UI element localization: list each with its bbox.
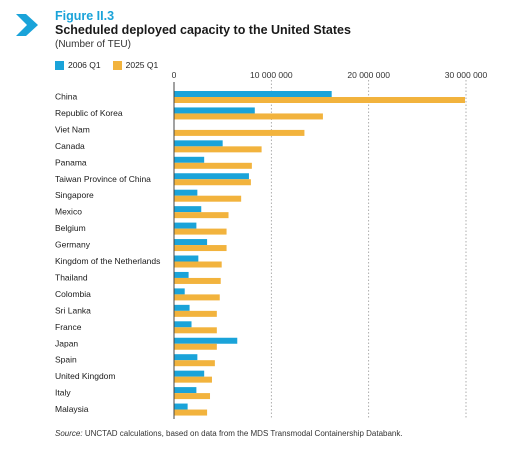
x-tick-label: 20 000 000 [347,70,390,80]
x-tick-label: 0 [172,70,177,80]
bar [174,321,192,328]
source-label: Source: [55,429,83,438]
bar [174,294,220,301]
chart-subtitle: (Number of TEU) [55,39,131,50]
x-tick-label: 10 000 000 [250,70,293,80]
bar [174,343,217,350]
category-label: Japan [55,338,78,348]
bar [174,212,229,219]
bar [174,129,305,136]
bar [174,304,190,311]
category-label: Italy [55,388,71,398]
bar [174,370,205,377]
category-label: Canada [55,141,85,151]
bar [174,387,197,394]
category-label: China [55,92,77,102]
legend-swatch-2025 [112,60,122,70]
bar [174,255,199,262]
chart-title: Scheduled deployed capacity to the Unite… [55,23,351,37]
bar [174,288,185,295]
bar [174,393,211,400]
category-label: Sri Lanka [55,305,91,315]
category-label: Panama [55,157,87,167]
bar [174,245,227,252]
legend-item-2025: 2025 Q1 [112,60,159,70]
bar [174,146,262,153]
bar [174,156,205,163]
category-label: Spain [55,355,77,365]
bar [174,376,212,383]
bar [174,271,189,278]
category-label: United Kingdom [55,371,115,381]
bar [174,222,197,229]
bar [174,179,251,186]
bar [174,261,222,268]
bar [174,354,198,361]
bar [174,140,223,147]
category-label: Kingdom of the Netherlands [55,256,160,266]
bar [174,189,198,196]
source-note: Source: UNCTAD calculations, based on da… [55,429,403,438]
legend-swatch-2006 [55,60,64,70]
x-tick-label: 30 000 000 [445,70,488,80]
category-label: Singapore [55,190,94,200]
legend-label-2006: 2006 Q1 [68,60,101,70]
legend-item-2006: 2006 Q1 [55,60,101,70]
chevron-icon [16,14,38,36]
bar [174,360,215,367]
category-label: Belgium [55,223,86,233]
category-label: Germany [55,240,91,250]
category-label: Malaysia [55,404,89,414]
legend: 2006 Q1 2025 Q1 [55,60,170,70]
category-label: France [55,322,82,332]
bar [174,113,323,120]
bar [174,310,217,317]
source-text: UNCTAD calculations, based on data from … [84,429,403,438]
bar [174,403,188,410]
bar [174,91,332,97]
category-label: Mexico [55,207,82,217]
category-label: Thailand [55,272,88,282]
bar [174,228,227,235]
bar [174,173,249,180]
category-label: Viet Nam [55,124,90,134]
category-label: Colombia [55,289,91,299]
bar [174,337,238,344]
bar [174,239,208,246]
bar [174,409,208,416]
legend-label-2025: 2025 Q1 [125,60,159,70]
bar [174,162,252,169]
bar [174,327,217,334]
bar [174,277,221,284]
bar [174,195,242,202]
category-label: Republic of Korea [55,108,123,118]
category-label: Taiwan Province of China [55,174,151,184]
bar [174,206,202,213]
figure-number: Figure II.3 [55,9,115,23]
bar [174,97,466,103]
bar [174,107,255,114]
